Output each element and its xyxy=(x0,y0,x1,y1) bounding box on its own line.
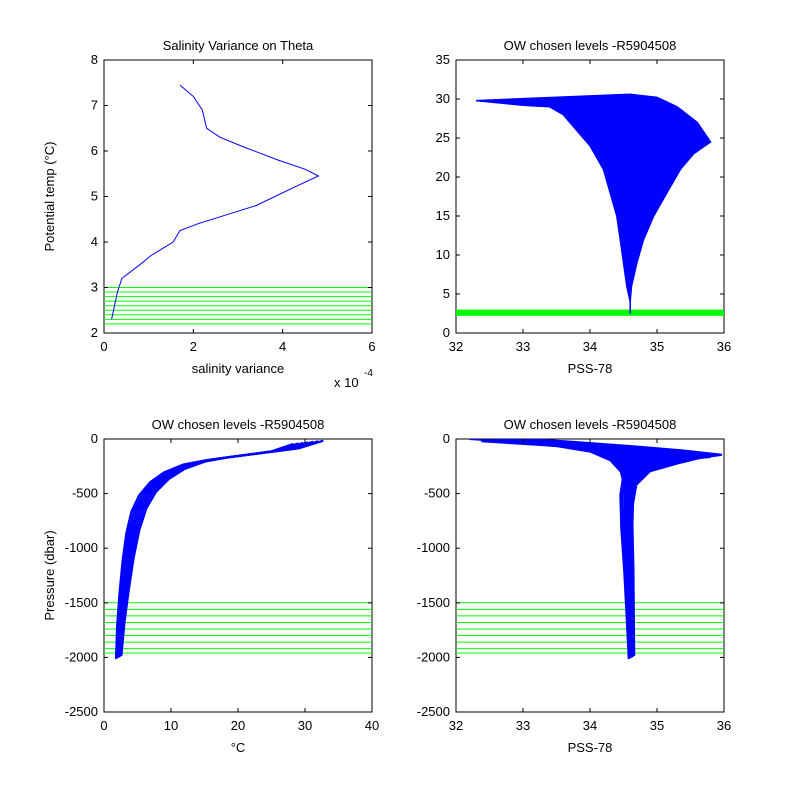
y-tick-label: -2000 xyxy=(417,649,450,664)
y-tick-label: 10 xyxy=(436,247,450,262)
y-tick-label: -500 xyxy=(72,486,98,501)
chart-pressure-sal: 32 33 34 35 36 -2500 -2000 -1500 -1000 -500 0 OW ch… xyxy=(417,417,731,755)
y-tick-label: 8 xyxy=(91,52,98,67)
chart-title: Salinity Variance on Theta xyxy=(163,38,314,53)
x-tick-label: 32 xyxy=(449,718,463,733)
y-tick-label: -1500 xyxy=(65,595,98,610)
x-tick-label: 20 xyxy=(231,718,245,733)
x-tick-label: 6 xyxy=(368,339,375,354)
chart-title: OW chosen levels -R5904508 xyxy=(504,38,677,53)
data-layer xyxy=(104,439,372,660)
chart-title: OW chosen levels -R5904508 xyxy=(152,417,325,432)
y-tick-label: 0 xyxy=(443,431,450,446)
chart-pressure-temp: 0 10 20 30 40 -2500 -2000 -1500 -1000 -500 0 OW cho… xyxy=(42,417,379,755)
y-tick-label: 20 xyxy=(436,169,450,184)
series-line xyxy=(476,100,631,314)
series-line xyxy=(111,84,320,320)
x-tick-label: 34 xyxy=(583,718,597,733)
x-tick-label: 40 xyxy=(365,718,379,733)
y-tick-label: -1000 xyxy=(65,540,98,555)
x-tick-label: 0 xyxy=(100,339,107,354)
x-tick-label: 4 xyxy=(279,339,286,354)
y-tick-label: 30 xyxy=(436,91,450,106)
level-band xyxy=(456,309,724,316)
y-axis-label: Potential temp (°C) xyxy=(42,142,57,252)
plot-area xyxy=(103,438,373,713)
data-layer xyxy=(456,93,724,316)
x-axis-label: PSS-78 xyxy=(568,740,613,755)
x-tick-label: 30 xyxy=(298,718,312,733)
x-axis-label: PSS-78 xyxy=(568,361,613,376)
y-tick-label: -2000 xyxy=(65,649,98,664)
y-tick-label: 15 xyxy=(436,208,450,223)
y-tick-label: 35 xyxy=(436,52,450,67)
x-tick-label: 33 xyxy=(516,339,530,354)
chart-title: OW chosen levels -R5904508 xyxy=(504,417,677,432)
profile-cloud xyxy=(469,439,711,516)
y-tick-label: 6 xyxy=(91,143,98,158)
chart-theta-sal: 32 33 34 35 36 0 5 10 15 20 25 30 35 OW chosen levels… xyxy=(436,38,732,376)
x-tick-label: 0 xyxy=(100,718,107,733)
series-line xyxy=(120,439,324,656)
x-tick-label: 36 xyxy=(717,339,731,354)
y-tick-label: 4 xyxy=(91,234,98,249)
y-tick-label: 7 xyxy=(91,98,98,113)
x-axis-label: salinity variance xyxy=(192,361,285,376)
x-tick-label: 34 xyxy=(583,339,597,354)
y-tick-label: 5 xyxy=(91,189,98,204)
y-tick-label: -1500 xyxy=(417,595,450,610)
y-tick-label: -1000 xyxy=(417,540,450,555)
y-tick-label: 3 xyxy=(91,280,98,295)
data-layer xyxy=(104,84,372,325)
x-tick-label: 32 xyxy=(449,339,463,354)
x-multiplier-exponent: -4 xyxy=(364,368,373,379)
y-tick-label: -2500 xyxy=(417,704,450,719)
x-tick-label: 35 xyxy=(650,339,664,354)
x-tick-label: 35 xyxy=(650,718,664,733)
y-axis-label: Pressure (dbar) xyxy=(42,530,57,620)
x-tick-label: 33 xyxy=(516,718,530,733)
x-axis-label: °C xyxy=(231,740,246,755)
y-tick-label: 2 xyxy=(91,325,98,340)
y-tick-label: 0 xyxy=(91,431,98,446)
y-tick-label: -2500 xyxy=(65,704,98,719)
x-tick-label: 10 xyxy=(164,718,178,733)
x-tick-label: 2 xyxy=(190,339,197,354)
y-tick-label: 25 xyxy=(436,130,450,145)
data-layer xyxy=(456,439,724,660)
y-tick-label: 5 xyxy=(443,286,450,301)
y-tick-label: 0 xyxy=(443,325,450,340)
plot-area xyxy=(455,438,725,713)
x-multiplier-label: x 10 xyxy=(334,375,359,390)
y-tick-label: -500 xyxy=(424,486,450,501)
x-tick-label: 36 xyxy=(717,718,731,733)
